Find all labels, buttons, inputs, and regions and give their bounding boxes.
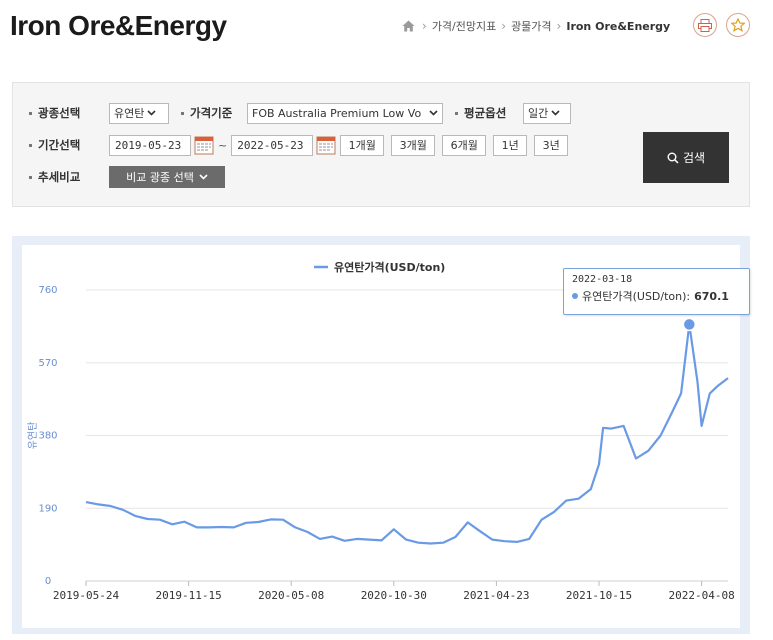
y-tick-label: 190 — [38, 503, 57, 514]
compare-mineral-button[interactable]: 비교 광종 선택 — [109, 166, 225, 188]
y-tick-label: 760 — [38, 285, 57, 296]
average-option-value: 일간 — [528, 107, 549, 120]
price-line-chart[interactable]: 0 190 380 570 760 유연탄 2019-05-24 2019-11-15 2020… — [22, 245, 740, 628]
x-tick-label: 2020-10-30 — [361, 589, 427, 602]
x-tick-label: 2022-04-08 — [668, 589, 734, 602]
period-1-year-button[interactable]: 1년 — [493, 134, 528, 156]
breadcrumb: › 가격/전망지표 › 광물가격 › Iron Ore&Energy — [402, 18, 670, 34]
chevron-down-icon — [199, 174, 208, 180]
breadcrumb-item-mineral-price[interactable]: 광물가격 — [511, 20, 552, 33]
search-panel: 광종선택 유연탄 가격기준 FOB Australia Premium Low … — [12, 82, 750, 207]
average-option-select[interactable]: 일간 — [523, 102, 571, 124]
chevron-down-icon — [429, 110, 438, 116]
favorite-button[interactable] — [726, 13, 750, 37]
chevron-down-icon — [551, 110, 560, 116]
tooltip-series-marker — [572, 293, 578, 299]
period-1-month-button[interactable]: 1개월 — [340, 134, 385, 156]
breadcrumb-separator: › — [422, 19, 427, 33]
print-button[interactable] — [693, 13, 717, 37]
chevron-down-icon — [147, 110, 156, 116]
breadcrumb-separator: › — [556, 19, 562, 33]
period-label: 기간선택 — [29, 137, 109, 153]
breadcrumb-item-price-index[interactable]: 가격/전망지표 — [431, 20, 497, 33]
end-date-input[interactable]: 2022-05-23 — [231, 134, 314, 156]
mineral-select-value: 유연탄 — [114, 107, 145, 120]
start-date-input[interactable]: 2019-05-23 — [109, 134, 191, 156]
compare-mineral-label: 비교 광종 선택 — [126, 171, 194, 184]
y-tick-label: 0 — [45, 576, 51, 587]
search-row-mineral: 광종선택 유연탄 가격기준 FOB Australia Premium Low … — [29, 102, 571, 124]
price-basis-select[interactable]: FOB Australia Premium Low Vo — [247, 102, 443, 124]
price-basis-select-value: FOB Australia Premium Low Vo — [252, 106, 422, 120]
breadcrumb-separator: › — [501, 19, 507, 33]
y-axis-label: 유연탄 — [27, 422, 39, 450]
search-button-label: 검색 — [682, 151, 706, 165]
tooltip-row: 유연탄가격(USD/ton): 670.1 — [572, 288, 741, 304]
calendar-icon[interactable] — [194, 135, 214, 155]
search-row-trend: 추세비교 비교 광종 선택 — [29, 166, 225, 188]
price-basis-label: 가격기준 — [181, 105, 247, 121]
average-option-label: 평균옵션 — [455, 105, 523, 121]
period-3-year-button[interactable]: 3년 — [534, 134, 569, 156]
legend-entry[interactable]: 유연탄가격(USD/ton) — [334, 260, 445, 274]
tooltip-value: 670.1 — [694, 289, 729, 303]
highlighted-data-point[interactable] — [682, 317, 697, 332]
date-range-tilde: ~ — [218, 138, 228, 152]
trend-compare-label: 추세비교 — [29, 169, 109, 185]
x-tick-label: 2020-05-08 — [258, 589, 324, 602]
y-tick-label: 570 — [38, 358, 57, 369]
period-3-month-button[interactable]: 3개월 — [391, 134, 436, 156]
mineral-select[interactable]: 유연탄 — [109, 102, 169, 124]
search-icon — [667, 152, 679, 164]
star-icon — [731, 18, 745, 32]
mineral-label: 광종선택 — [29, 105, 109, 121]
price-series-line[interactable] — [85, 323, 729, 545]
breadcrumb-item-current: Iron Ore&Energy — [566, 19, 671, 33]
search-row-period: 기간선택 2019-05-23 ~ 2022-05-23 1개월 3개월 6개월… — [29, 134, 575, 156]
calendar-icon[interactable] — [316, 135, 336, 155]
home-icon[interactable] — [402, 20, 415, 32]
tooltip-date: 2022-03-18 — [572, 274, 633, 285]
x-tick-label: 2021-10-15 — [566, 589, 632, 602]
search-button[interactable]: 검색 — [643, 132, 729, 183]
page-title: Iron Ore&Energy — [10, 10, 227, 41]
x-tick-label: 2021-04-23 — [463, 589, 529, 602]
tooltip-series-name: 유연탄가격(USD/ton): — [582, 290, 691, 303]
x-tick-label: 2019-05-24 — [53, 589, 120, 602]
printer-icon — [698, 18, 712, 32]
x-tick-label: 2019-11-15 — [155, 589, 221, 602]
chart-tooltip: 2022-03-18 유연탄가격(USD/ton): 670.1 — [563, 268, 750, 315]
y-tick-label: 380 — [38, 431, 57, 442]
period-6-month-button[interactable]: 6개월 — [442, 134, 487, 156]
